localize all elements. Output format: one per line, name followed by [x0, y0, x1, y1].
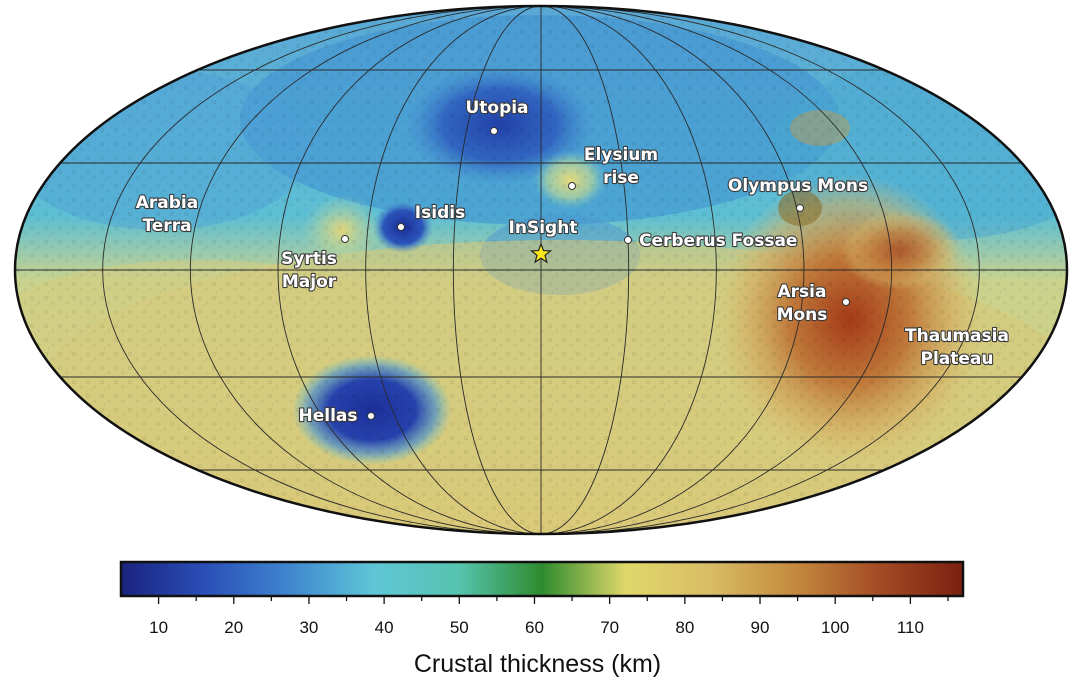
utopia-dot — [490, 127, 498, 135]
colorbar-tick-label: 80 — [675, 618, 695, 637]
hellas-label: Hellas — [298, 406, 357, 426]
feature-arabia: Arabia Terra — [135, 192, 200, 237]
hellas-dot — [367, 412, 375, 420]
isidis-label: Isidis — [415, 203, 465, 223]
colorbar-tick-label: 100 — [821, 618, 850, 637]
utopia-label: Utopia — [465, 98, 528, 118]
insight-star-icon — [529, 242, 553, 264]
olympus-dot — [796, 204, 804, 212]
colorbar-tick-label: 40 — [374, 618, 394, 637]
colorbar-tick-label: 60 — [525, 618, 544, 637]
arabia-label-line1: Arabia — [136, 193, 198, 213]
elysium-label-line2: rise — [603, 168, 639, 188]
feature-hellas: Hellas — [297, 405, 375, 427]
cerberus-label: Cerberus Fossae — [639, 231, 797, 251]
arsia-label-line2: Mons — [777, 305, 828, 325]
colorbar-title: Crustal thickness (km) — [413, 650, 662, 678]
feature-cerberus: Cerberus Fossae — [624, 230, 799, 252]
syrtis-dot — [341, 235, 349, 243]
colorbar-tick-label: 70 — [600, 618, 620, 637]
arabia-label-line2: Terra — [142, 216, 191, 236]
colorbar-tick-label: 20 — [224, 618, 244, 637]
feature-isidis: Isidis — [397, 202, 466, 231]
syrtis-label-line1: Syrtis — [281, 249, 337, 269]
feature-thaumasia: Thaumasia Plateau — [904, 325, 1010, 370]
arsia-dot — [842, 298, 850, 306]
globe-outline — [13, 4, 1069, 536]
elysium-label-line1: Elysium — [584, 145, 658, 165]
colorbar-tick-label: 10 — [149, 618, 169, 637]
colorbar-tick-label: 50 — [449, 618, 469, 637]
colorbar-ticks — [157, 596, 949, 604]
feature-elysium: Elysium rise — [568, 144, 659, 190]
syrtis-label-line2: Major — [282, 272, 337, 292]
elysium-dot — [568, 182, 576, 190]
colorbar — [119, 560, 965, 604]
feature-arsia: Arsia Mons — [775, 281, 850, 326]
thaumasia-label-line2: Plateau — [921, 349, 994, 369]
colorbar-tick-label: 90 — [750, 618, 770, 637]
insight-label: InSight — [509, 218, 578, 238]
arsia-label-line1: Arsia — [778, 282, 827, 302]
isidis-dot — [397, 223, 405, 231]
feature-insight: InSight — [507, 217, 579, 264]
feature-olympus: Olympus Mons — [727, 175, 869, 212]
colorbar-tick-label: 110 — [896, 618, 924, 637]
feature-syrtis: Syrtis Major — [280, 235, 349, 293]
colorbar-gradient — [119, 560, 965, 598]
colorbar-tick-label: 30 — [299, 618, 319, 637]
olympus-label: Olympus Mons — [728, 176, 868, 196]
cerberus-dot — [624, 236, 632, 244]
feature-utopia: Utopia — [464, 97, 530, 135]
thaumasia-label-line1: Thaumasia — [905, 326, 1009, 346]
